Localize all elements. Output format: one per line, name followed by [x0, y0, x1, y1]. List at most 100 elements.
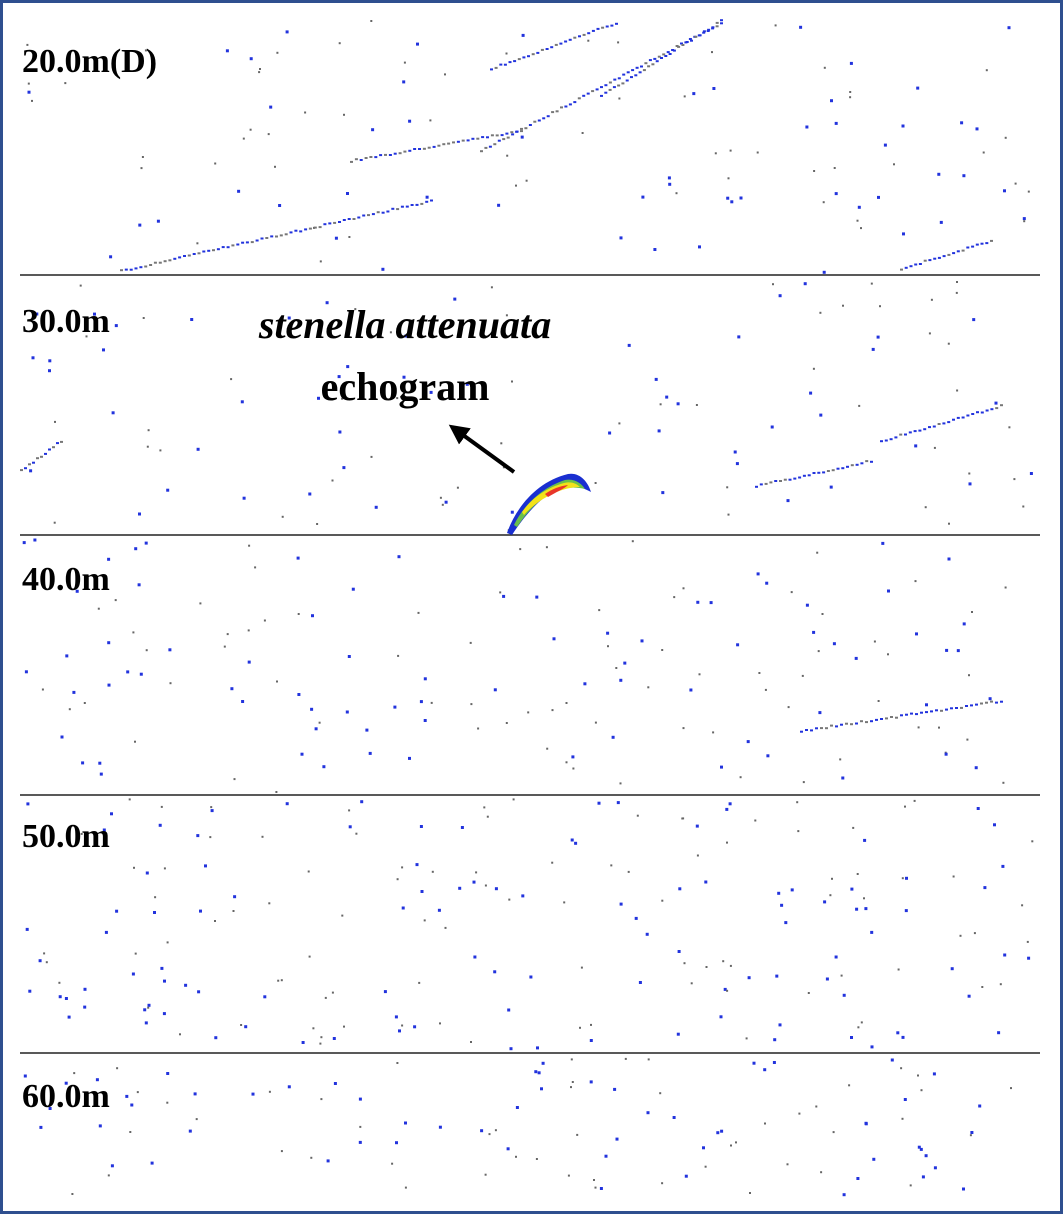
- echo-dot: [65, 654, 69, 658]
- echo-dot: [147, 429, 150, 432]
- echo-dot: [870, 1045, 874, 1049]
- echo-dot: [476, 137, 480, 140]
- echo-dot: [695, 824, 699, 828]
- echo-dot: [820, 1171, 823, 1174]
- echo-dot: [698, 245, 701, 249]
- echo-dot: [587, 39, 590, 42]
- echo-dot: [139, 672, 143, 676]
- echo-dot: [22, 541, 26, 545]
- echo-dot: [975, 703, 978, 706]
- echo-dot: [347, 218, 351, 220]
- echo-dot: [296, 556, 300, 560]
- echo-dot: [893, 163, 895, 166]
- echo-dot: [608, 88, 612, 91]
- echo-dot: [942, 422, 946, 425]
- echo-dot: [545, 48, 549, 50]
- echo-dot: [486, 815, 489, 818]
- echo-dot: [319, 1042, 322, 1045]
- echo-dot: [712, 87, 716, 90]
- echo-dot: [774, 24, 777, 27]
- echo-dot: [778, 294, 782, 298]
- echo-dot: [107, 683, 111, 687]
- echo-dot: [133, 866, 135, 869]
- echo-dot: [134, 547, 138, 551]
- echo-dot: [877, 700, 880, 702]
- echo-dot: [143, 1008, 147, 1012]
- echo-dot: [551, 709, 554, 712]
- echo-dot: [578, 35, 581, 38]
- echo-dot: [166, 941, 169, 944]
- echo-dot: [183, 255, 186, 257]
- echo-dot: [383, 385, 386, 388]
- echo-dot: [901, 124, 905, 128]
- echo-dot: [138, 223, 142, 227]
- echo-dot: [527, 711, 530, 714]
- echo-dot: [494, 66, 498, 69]
- echo-noise: [20, 19, 1034, 1197]
- echo-dot: [916, 86, 920, 90]
- echo-dot: [942, 255, 946, 258]
- echo-dot: [416, 42, 419, 46]
- echo-dot: [577, 97, 581, 100]
- echo-dot: [345, 710, 349, 714]
- echo-dot: [933, 257, 937, 260]
- echo-dot: [444, 500, 448, 504]
- echo-dot: [444, 926, 447, 929]
- echo-dot: [408, 149, 412, 152]
- echo-dot: [515, 184, 517, 187]
- echo-dot: [855, 722, 858, 725]
- echo-dot: [985, 69, 988, 72]
- echo-dot: [706, 30, 710, 32]
- depth-label: 40.0m: [22, 561, 110, 598]
- echo-dot: [97, 607, 100, 610]
- echo-dot: [563, 901, 566, 904]
- echo-dot: [772, 283, 774, 286]
- echo-dot: [370, 20, 373, 22]
- echo-dot: [685, 41, 689, 43]
- echo-dot: [994, 401, 998, 405]
- echo-dot: [722, 960, 725, 963]
- echo-dot: [275, 791, 278, 793]
- echo-dot: [752, 1061, 756, 1065]
- echo-dot: [802, 781, 805, 784]
- echo-dot: [107, 1174, 110, 1177]
- echo-dot: [109, 255, 113, 259]
- echo-dot: [985, 409, 989, 412]
- echo-dot: [849, 96, 852, 99]
- echo-dot: [595, 88, 599, 91]
- echo-dot: [166, 1072, 170, 1075]
- echo-dot: [241, 241, 245, 244]
- echo-dot: [894, 436, 898, 439]
- echo-dot: [347, 655, 351, 658]
- echo-dot: [590, 1023, 592, 1026]
- echo-dot: [510, 131, 514, 134]
- echo-dot: [355, 832, 358, 835]
- echo-dot: [260, 237, 264, 240]
- echo-dot: [945, 648, 949, 652]
- echo-dot: [798, 476, 802, 479]
- echo-dot: [80, 832, 83, 835]
- echo-dot: [536, 1046, 539, 1050]
- echo-dot: [425, 195, 429, 199]
- echo-dot: [280, 1150, 283, 1153]
- echo-dot: [187, 254, 191, 257]
- echo-dot: [735, 1141, 737, 1144]
- echo-dot: [835, 725, 838, 728]
- echo-dot: [196, 242, 199, 245]
- echo-dot: [398, 152, 402, 155]
- echo-dot: [169, 682, 172, 685]
- echo-dot: [98, 1124, 102, 1128]
- echo-dot: [842, 1193, 846, 1197]
- echo-dot: [75, 589, 79, 593]
- echo-dot: [947, 557, 951, 561]
- echo-dot: [300, 752, 304, 756]
- echo-dot: [263, 619, 266, 622]
- echo-dot: [533, 120, 537, 123]
- echo-dot: [401, 866, 404, 869]
- echo-dot: [737, 335, 741, 339]
- echo-dot: [1003, 189, 1006, 193]
- echo-dot: [641, 195, 645, 199]
- echo-dot: [805, 125, 809, 129]
- echo-dot: [573, 101, 577, 104]
- echo-dot: [168, 648, 172, 652]
